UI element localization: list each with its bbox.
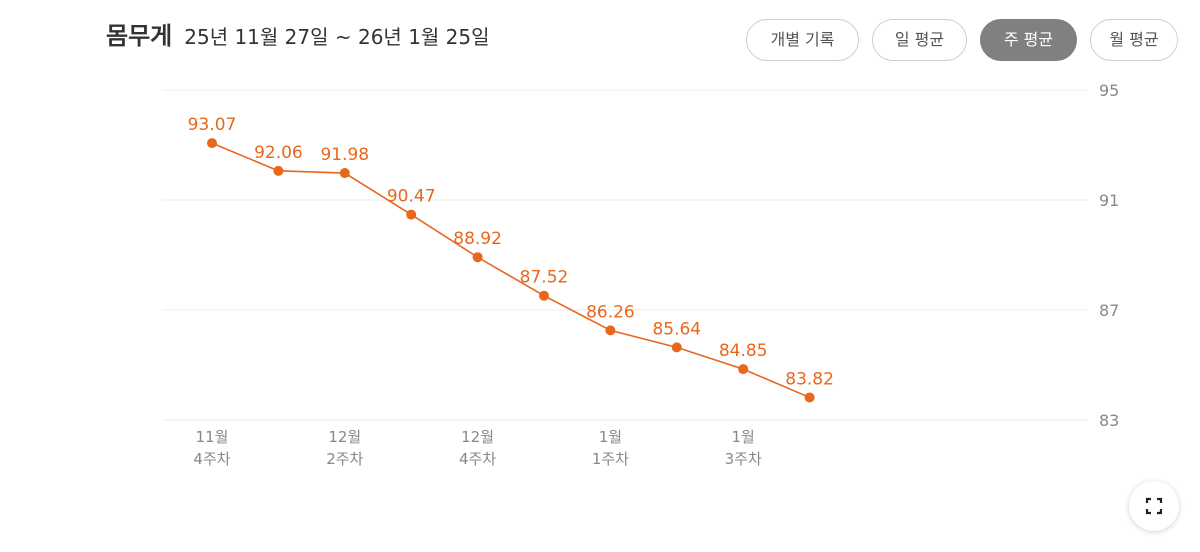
data-point [738, 364, 749, 375]
data-label: 91.98 [320, 145, 369, 165]
date-range: 25년 11월 27일 ~ 26년 1월 25일 [184, 25, 490, 49]
x-tick-label: 1주차 [592, 450, 629, 468]
chart-header: 몸무게 25년 11월 27일 ~ 26년 1월 25일 [106, 16, 490, 51]
y-tick-label: 91 [1099, 191, 1119, 210]
data-label: 87.52 [520, 268, 569, 288]
x-tick-label: 12월 [461, 428, 494, 446]
data-point [273, 165, 284, 176]
x-tick-label: 4주차 [459, 450, 496, 468]
data-point [671, 342, 682, 353]
x-tick-label: 1월 [599, 428, 622, 446]
series-line [211, 142, 810, 399]
data-label: 84.85 [719, 341, 768, 361]
tab-weekly-average[interactable]: 주 평균 [980, 19, 1077, 61]
data-label: 88.92 [453, 229, 502, 249]
x-tick-label: 12월 [328, 428, 361, 446]
tab-monthly-average[interactable]: 월 평균 [1090, 19, 1178, 61]
data-point [605, 325, 616, 336]
y-tick-label: 83 [1099, 411, 1119, 430]
data-point [339, 168, 350, 179]
data-point [207, 138, 217, 149]
x-tick-label: 4주차 [193, 450, 230, 468]
x-tick-label: 3주차 [725, 450, 762, 468]
y-tick-label: 87 [1099, 301, 1119, 320]
data-label: 92.06 [254, 143, 303, 163]
data-label: 93.07 [188, 115, 237, 135]
y-tick-label: 95 [1099, 81, 1119, 100]
data-label: 85.64 [652, 319, 701, 339]
period-tabs: 개별 기록 일 평균 주 평균 월 평균 [746, 19, 1178, 61]
data-point [406, 209, 417, 220]
tab-individual-records[interactable]: 개별 기록 [746, 19, 859, 61]
data-point [472, 252, 483, 263]
x-tick-label: 11월 [196, 428, 229, 446]
data-label: 86.26 [586, 302, 635, 322]
page-title: 몸무게 [106, 22, 173, 50]
x-tick-label: 1월 [732, 428, 755, 446]
data-label: 83.82 [785, 369, 834, 389]
data-label: 90.47 [387, 187, 436, 207]
data-point [539, 290, 549, 301]
expand-button[interactable] [1129, 481, 1179, 531]
x-tick-label: 2주차 [326, 450, 363, 468]
expand-corners-icon [1145, 497, 1163, 515]
data-point [804, 392, 815, 403]
tab-daily-average[interactable]: 일 평균 [872, 19, 967, 61]
